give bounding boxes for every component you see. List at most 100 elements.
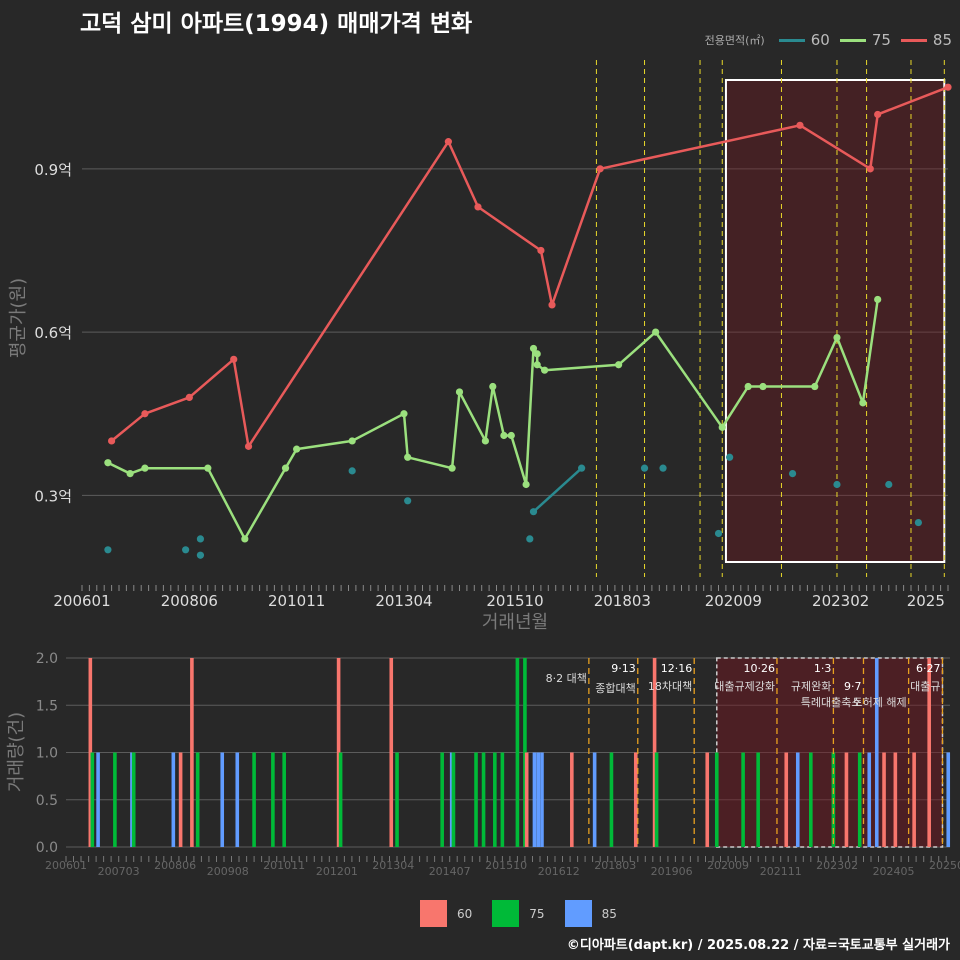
x-minor-ticks — [81, 585, 949, 591]
bar-y-axis-title: 거래량(건) — [6, 712, 27, 792]
series-line-85 — [110, 86, 949, 448]
data-point-60 — [714, 529, 723, 538]
bar-85 — [867, 752, 872, 847]
data-point-75 — [874, 295, 882, 304]
data-point-75 — [400, 410, 408, 418]
bar-75 — [195, 752, 200, 847]
bar-75 — [481, 752, 486, 847]
bar-legend-swatch-75 — [492, 900, 520, 927]
bar-85 — [532, 752, 537, 847]
policy-text-label: 대출규제강화 — [714, 680, 775, 693]
bar-legend-item-85: 85 — [564, 900, 617, 927]
data-point-85 — [796, 121, 804, 129]
bar-60 — [784, 752, 789, 847]
bar-x-tick-label: 202111 — [760, 865, 802, 878]
bar-x-tick-label: 200601 — [45, 859, 87, 872]
bar-x-tick-label: 202302 — [816, 859, 858, 872]
bar-85 — [96, 752, 100, 847]
data-point-60 — [348, 467, 356, 475]
bar-legend-label-75: 75 — [529, 906, 545, 921]
bar-x-tick-label: 200703 — [98, 865, 140, 878]
x-tick-label: 201803 — [594, 592, 651, 610]
data-point-75 — [652, 328, 660, 336]
policy-date-label: 6·27 — [916, 662, 941, 675]
bar-x-tick-label: 201906 — [651, 865, 693, 878]
bar-75 — [714, 752, 719, 847]
bar-60 — [190, 658, 194, 847]
data-point-75 — [500, 431, 508, 440]
x-tick-label: 202009 — [705, 592, 762, 610]
bar-x-tick-label: 201407 — [429, 865, 471, 878]
data-point-75 — [348, 437, 356, 445]
data-point-60 — [833, 480, 841, 489]
bar-60 — [705, 752, 710, 847]
data-point-85 — [444, 138, 452, 146]
data-point-60 — [788, 470, 797, 478]
policy-text-label: 종합대책 — [595, 682, 635, 695]
bar-x-tick-label: 202009 — [707, 859, 749, 872]
bar-75 — [609, 752, 614, 847]
data-point-75 — [615, 361, 623, 369]
bar-x-tick-label: 202508 — [929, 859, 960, 872]
bar-x-tick-label: 201510 — [485, 859, 527, 872]
bar-60 — [88, 658, 93, 847]
policy-text-label: 토허제 해제 — [853, 695, 907, 709]
data-point-85 — [230, 355, 238, 363]
data-point-60 — [526, 535, 534, 543]
policy-date-label: 12·16 — [661, 662, 693, 675]
bar-legend-label-60: 60 — [457, 906, 473, 921]
bar-85 — [592, 752, 597, 847]
data-point-60 — [885, 480, 893, 489]
bar-75 — [809, 752, 813, 847]
data-point-85 — [108, 437, 116, 445]
bar-75 — [741, 752, 745, 847]
bar-85 — [795, 752, 800, 847]
data-point-75 — [744, 382, 752, 391]
bar-75 — [338, 752, 343, 847]
bar-85 — [540, 752, 544, 847]
bar-legend-item-60: 60 — [420, 900, 472, 927]
bar-legend-label-85: 85 — [601, 906, 617, 921]
bar-x-tick-label: 201612 — [538, 865, 580, 878]
bar-75 — [500, 752, 505, 847]
legend-title: 전용면적(㎡) — [704, 34, 765, 47]
data-point-75 — [718, 423, 726, 431]
legend-item-60: 60 — [778, 31, 830, 49]
bar-85 — [874, 658, 879, 847]
data-point-60 — [196, 551, 205, 559]
data-point-85 — [474, 203, 482, 211]
x-tick-label: 202302 — [812, 592, 869, 610]
data-point-60 — [659, 464, 667, 472]
policy-text-label: 특례대출축소 — [801, 696, 862, 709]
bar-60 — [912, 752, 916, 847]
bar-75 — [252, 752, 256, 847]
data-point-75 — [141, 464, 149, 472]
legend-swatch-60 — [778, 38, 805, 42]
bar-85 — [946, 752, 951, 847]
data-point-75 — [529, 344, 538, 353]
x-tick-label: 200601 — [53, 592, 110, 610]
data-point-85 — [596, 165, 604, 173]
data-point-60 — [914, 518, 922, 527]
x-tick-label: 201510 — [486, 592, 543, 610]
policy-date-label: 9·7 — [844, 680, 862, 693]
bar-x-tick-label: 202405 — [873, 865, 915, 878]
legend-label-75: 75 — [871, 31, 891, 49]
bar-75 — [493, 752, 497, 847]
data-point-75 — [448, 464, 456, 472]
x-tick-label: 2025 — [907, 592, 945, 610]
data-point-85 — [866, 165, 874, 173]
bar-75 — [654, 752, 659, 847]
bar-60 — [178, 752, 183, 847]
bar-x-minor-ticks — [65, 856, 947, 862]
bar-75 — [474, 752, 478, 847]
data-point-85 — [537, 246, 545, 255]
bar-x-tick-label: 201304 — [372, 859, 414, 872]
bar-75 — [440, 752, 444, 847]
x-tick-label: 200806 — [161, 592, 218, 610]
bar-60 — [570, 752, 574, 847]
chart-title: 고덕 삼미 아파트(1994) 매매가격 변화 — [80, 11, 473, 37]
data-point-60 — [104, 546, 112, 554]
y-tick-label: 0.9억 — [34, 161, 72, 179]
